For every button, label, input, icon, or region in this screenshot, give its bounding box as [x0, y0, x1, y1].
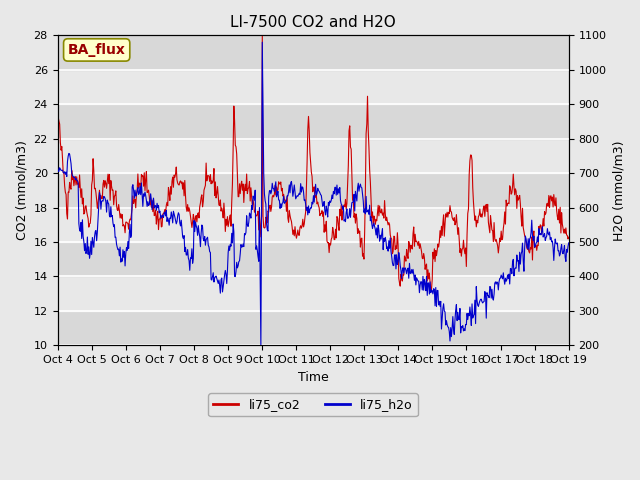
- Bar: [58, 242, 569, 276]
- Y-axis label: CO2 (mmol/m3): CO2 (mmol/m3): [15, 140, 28, 240]
- Bar: [58, 173, 569, 207]
- Title: LI-7500 CO2 and H2O: LI-7500 CO2 and H2O: [230, 15, 396, 30]
- Bar: [58, 207, 569, 242]
- Bar: [58, 139, 569, 173]
- X-axis label: Time: Time: [298, 371, 328, 384]
- Bar: [58, 311, 569, 345]
- Bar: [58, 104, 569, 139]
- Bar: [58, 276, 569, 311]
- Text: BA_flux: BA_flux: [68, 43, 125, 57]
- Bar: [58, 70, 569, 104]
- Bar: [58, 36, 569, 70]
- Legend: li75_co2, li75_h2o: li75_co2, li75_h2o: [209, 394, 418, 417]
- Y-axis label: H2O (mmol/m3): H2O (mmol/m3): [612, 140, 625, 240]
